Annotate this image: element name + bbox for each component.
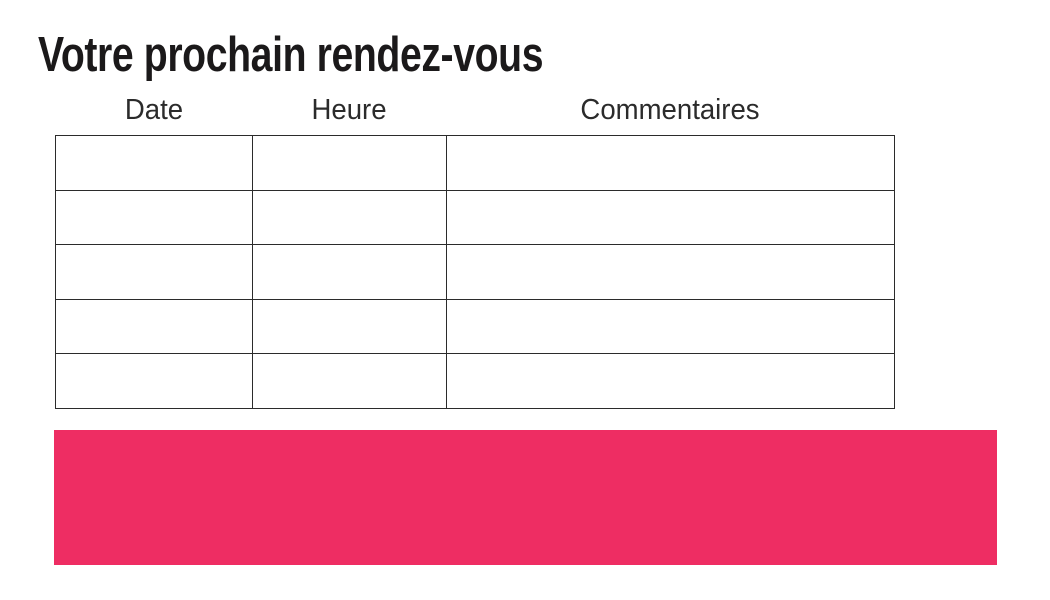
table-cell — [252, 190, 446, 245]
column-header-date: Date — [124, 94, 184, 126]
table-cell — [56, 191, 252, 245]
table-cell — [56, 245, 252, 299]
table-cell — [446, 245, 894, 299]
table-header-row: Date Heure Commentaires — [56, 96, 894, 125]
table-cell — [446, 136, 894, 190]
table-cell — [56, 136, 252, 190]
table-cell — [446, 354, 894, 408]
table-row — [56, 298, 894, 354]
table-cell — [252, 299, 446, 354]
table-cell — [252, 136, 446, 190]
table-cell — [252, 245, 446, 299]
table-cell — [446, 299, 894, 354]
table-cell — [56, 300, 252, 354]
highlight-banner — [54, 430, 997, 565]
column-header-commentaires: Commentaires — [580, 94, 760, 126]
table-cell — [446, 190, 894, 245]
table-row — [56, 189, 894, 245]
table-row — [56, 244, 894, 299]
column-header-heure: Heure — [311, 94, 387, 126]
table-row — [56, 136, 894, 190]
appointments-table — [55, 135, 895, 409]
table-row — [56, 353, 894, 408]
page-title: Votre prochain rendez-vous — [38, 28, 544, 82]
table-cell — [252, 354, 446, 408]
table-cell — [56, 354, 252, 408]
